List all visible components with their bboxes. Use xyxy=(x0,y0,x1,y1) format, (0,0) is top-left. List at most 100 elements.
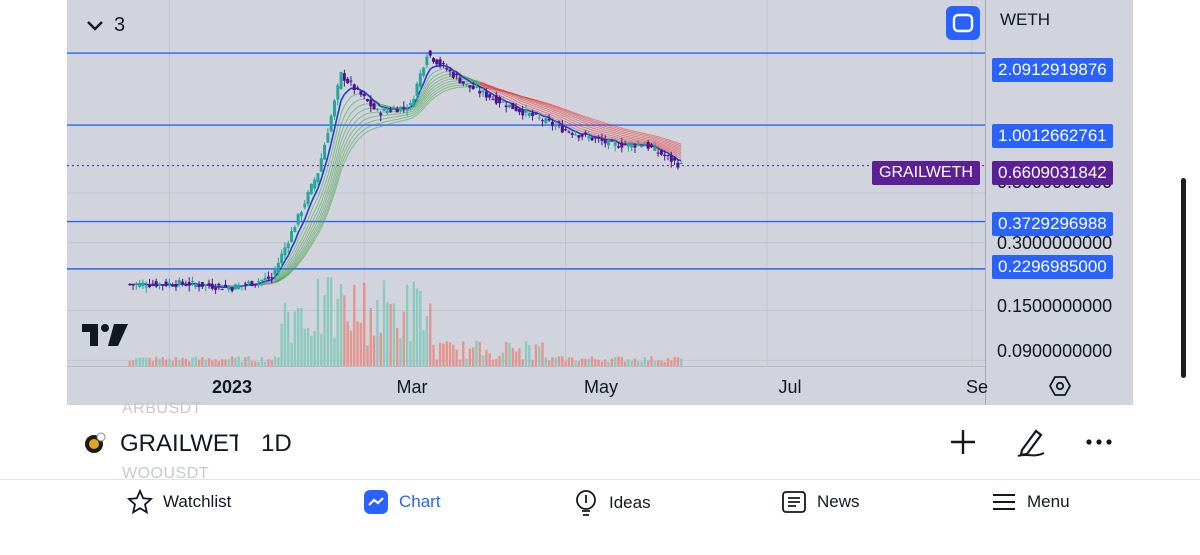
ema-ribbon-segment xyxy=(529,102,532,103)
more-options-button[interactable] xyxy=(1085,425,1113,464)
ema-ribbon-segment xyxy=(678,155,681,156)
candle-body xyxy=(287,243,290,248)
candle-body xyxy=(495,95,498,103)
ema-ribbon-segment xyxy=(437,77,440,79)
volume-bar xyxy=(416,288,418,366)
ema-ribbon-segment xyxy=(397,113,400,114)
volume-bar xyxy=(221,359,223,366)
candle-body xyxy=(237,285,240,289)
ema-ribbon-segment xyxy=(671,147,674,148)
ema-ribbon-segment xyxy=(638,139,641,140)
level-price-label[interactable]: 1.0012662761 xyxy=(992,124,1113,148)
ema-ribbon-segment xyxy=(628,133,631,134)
ema-ribbon-segment xyxy=(609,137,612,138)
scrollbar[interactable] xyxy=(1181,178,1186,378)
volume-bar xyxy=(168,359,170,366)
volume-bar xyxy=(413,282,415,366)
ema-ribbon-segment xyxy=(625,131,628,132)
ema-ribbon-segment xyxy=(509,97,512,99)
ema-ribbon-segment xyxy=(589,127,592,128)
volume-bar xyxy=(551,357,553,366)
ema-ribbon-segment xyxy=(585,120,588,121)
ema-ribbon-segment xyxy=(579,121,582,122)
candle-body xyxy=(369,100,372,107)
nav-news[interactable]: News xyxy=(781,489,860,515)
ema-ribbon-segment xyxy=(579,128,582,129)
nav-ideas-label: Ideas xyxy=(609,493,651,513)
ema-ribbon-segment xyxy=(661,144,664,145)
ema-ribbon-segment xyxy=(595,133,598,134)
ema-ribbon-segment xyxy=(582,118,585,119)
nav-chart[interactable]: Chart xyxy=(363,489,441,515)
volume-bar xyxy=(343,295,345,366)
ema-ribbon-segment xyxy=(348,113,351,118)
time-scale[interactable] xyxy=(67,366,985,405)
ema-ribbon-segment xyxy=(552,111,555,112)
volume-bar xyxy=(446,341,448,366)
candle-body xyxy=(673,157,676,160)
ema-ribbon-segment xyxy=(582,127,585,128)
chart-pane[interactable] xyxy=(67,0,985,366)
volume-bar xyxy=(479,342,481,366)
grail-coin-icon xyxy=(84,432,106,454)
chart-settings-button[interactable] xyxy=(1049,375,1071,402)
ema-ribbon-segment xyxy=(612,130,615,131)
candle-body xyxy=(571,133,574,135)
volume-bar xyxy=(498,356,500,366)
ema-ribbon-segment xyxy=(546,110,549,111)
volume-bar xyxy=(313,331,315,366)
level-price-label[interactable]: 0.2296985000 xyxy=(992,255,1113,279)
ema-ribbon-segment xyxy=(536,111,539,112)
candle-body xyxy=(340,72,343,89)
interval-selector[interactable]: 1D xyxy=(261,430,292,458)
ema-ribbon-segment xyxy=(440,69,443,70)
ema-ribbon-segment xyxy=(543,114,546,115)
nav-ideas[interactable]: Ideas xyxy=(573,489,651,517)
volume-bar xyxy=(370,308,372,366)
candle-body xyxy=(666,155,669,156)
ema-ribbon-segment xyxy=(351,140,354,145)
candle-body xyxy=(435,60,438,65)
candle-body xyxy=(627,143,630,147)
ema-ribbon-segment xyxy=(559,114,562,116)
volume-bar xyxy=(353,285,355,366)
indicator-collapse-button[interactable]: 3 xyxy=(86,14,125,37)
ema-ribbon-segment xyxy=(344,119,347,125)
ema-ribbon-segment xyxy=(572,116,575,117)
ema-ribbon-segment xyxy=(351,145,354,150)
nav-watchlist[interactable]: Watchlist xyxy=(127,489,231,515)
time-label: 2023 xyxy=(212,377,252,398)
ema-ribbon-segment xyxy=(592,134,595,135)
price-chart[interactable] xyxy=(67,0,985,366)
ema-ribbon-segment xyxy=(394,119,397,120)
ema-ribbon-segment xyxy=(546,108,549,109)
ema-ribbon-segment xyxy=(678,146,681,147)
ema-ribbon-segment xyxy=(579,117,582,118)
candle-body xyxy=(501,102,504,103)
nav-menu[interactable]: Menu xyxy=(991,489,1070,515)
volume-bar xyxy=(145,358,147,366)
candle-body xyxy=(283,247,286,255)
ema-ribbon-segment xyxy=(443,77,446,78)
volume-bar xyxy=(360,323,362,366)
candle-body xyxy=(406,109,409,110)
ema-ribbon-segment xyxy=(576,117,579,118)
add-button[interactable] xyxy=(949,425,977,464)
ema-ribbon-segment xyxy=(453,88,456,89)
ema-ribbon-segment xyxy=(585,128,588,129)
symbol-name[interactable]: GRAILWETH xyxy=(120,430,238,458)
ema-ribbon-segment xyxy=(615,133,618,134)
ema-ribbon-segment xyxy=(371,121,374,122)
ema-ribbon-segment xyxy=(595,121,598,122)
candle-body xyxy=(174,284,177,287)
volume-bar xyxy=(142,357,144,366)
fullscreen-button[interactable] xyxy=(946,6,980,40)
volume-bar xyxy=(541,342,543,366)
current-price-label: 0.6609031842 xyxy=(992,161,1113,185)
scroll-symbol-above[interactable]: ARBUSDT xyxy=(122,400,202,418)
candle-body xyxy=(521,110,524,116)
candle-body xyxy=(558,124,561,125)
level-price-label[interactable]: 0.3729296988 xyxy=(992,212,1113,236)
drawing-tools-button[interactable] xyxy=(1014,425,1048,464)
level-price-label[interactable]: 2.0912919876 xyxy=(992,58,1113,82)
